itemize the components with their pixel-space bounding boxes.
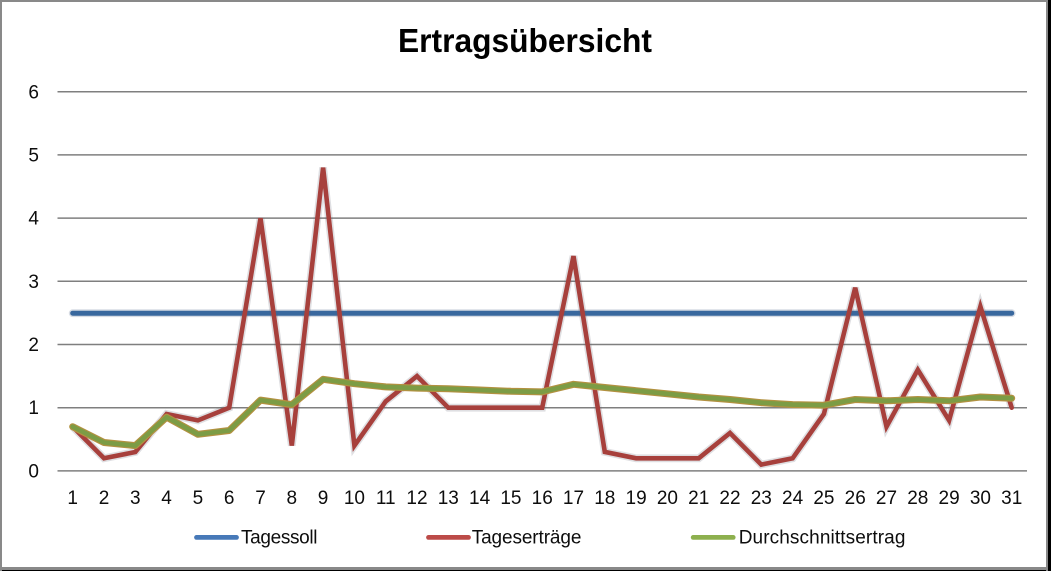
svg-text:Tageserträge: Tageserträge <box>472 528 582 549</box>
svg-text:Tagessoll: Tagessoll <box>241 528 318 549</box>
svg-text:23: 23 <box>751 488 772 509</box>
svg-text:0: 0 <box>28 461 39 482</box>
svg-text:2: 2 <box>99 488 110 509</box>
svg-text:1: 1 <box>67 488 78 509</box>
svg-text:4: 4 <box>161 488 172 509</box>
svg-text:2: 2 <box>28 335 39 356</box>
svg-text:17: 17 <box>563 488 584 509</box>
svg-text:12: 12 <box>406 488 427 509</box>
svg-text:26: 26 <box>845 488 866 509</box>
svg-text:3: 3 <box>130 488 141 509</box>
svg-text:24: 24 <box>782 488 804 509</box>
svg-text:5: 5 <box>193 488 204 509</box>
svg-text:28: 28 <box>907 488 928 509</box>
svg-text:19: 19 <box>626 488 647 509</box>
svg-text:27: 27 <box>876 488 897 509</box>
svg-text:14: 14 <box>469 488 491 509</box>
svg-text:6: 6 <box>224 488 235 509</box>
svg-text:Ertragsübersicht: Ertragsübersicht <box>398 22 652 59</box>
svg-text:13: 13 <box>438 488 459 509</box>
svg-text:20: 20 <box>657 488 678 509</box>
svg-text:29: 29 <box>939 488 960 509</box>
svg-text:18: 18 <box>594 488 615 509</box>
svg-text:3: 3 <box>28 272 39 293</box>
svg-text:1: 1 <box>28 398 39 419</box>
svg-text:4: 4 <box>28 209 39 230</box>
svg-text:25: 25 <box>813 488 834 509</box>
svg-text:30: 30 <box>970 488 991 509</box>
svg-text:9: 9 <box>318 488 329 509</box>
svg-text:6: 6 <box>28 82 39 103</box>
svg-text:16: 16 <box>532 488 553 509</box>
svg-text:21: 21 <box>688 488 709 509</box>
svg-text:5: 5 <box>28 145 39 166</box>
svg-text:15: 15 <box>500 488 521 509</box>
svg-text:8: 8 <box>287 488 298 509</box>
svg-text:11: 11 <box>376 488 396 509</box>
svg-text:Durchschnittsertrag: Durchschnittsertrag <box>739 528 906 549</box>
svg-text:10: 10 <box>344 488 365 509</box>
svg-text:31: 31 <box>1001 488 1022 509</box>
svg-text:7: 7 <box>255 488 266 509</box>
svg-text:22: 22 <box>719 488 740 509</box>
